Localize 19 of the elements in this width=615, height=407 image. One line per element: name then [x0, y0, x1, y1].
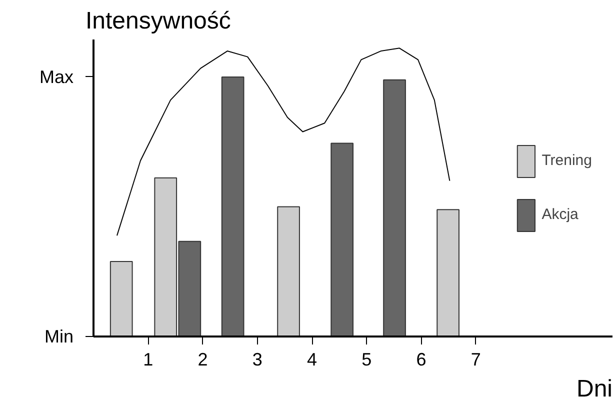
x-tick-label: 4: [307, 350, 318, 370]
legend-label: Akcja: [542, 206, 578, 223]
x-tick-label: 1: [143, 350, 154, 370]
bar: [383, 79, 406, 336]
bar: [330, 142, 354, 336]
x-tick-label: 3: [252, 350, 262, 370]
bar: [221, 76, 244, 336]
x-tick-label: 6: [416, 350, 426, 370]
text: Min: [44, 326, 74, 346]
x-tick-label: 2: [198, 350, 208, 370]
legend-label: Trening: [542, 152, 592, 169]
bar: [110, 261, 133, 336]
text: Max: [39, 66, 74, 87]
bar: [277, 206, 300, 336]
x-axis-title: Dni: [576, 376, 613, 402]
y-axis-title: Intensywność: [86, 8, 231, 34]
x-tick-label: 7: [470, 350, 481, 370]
bar: [436, 209, 460, 336]
x-tick-label: 5: [362, 350, 372, 370]
